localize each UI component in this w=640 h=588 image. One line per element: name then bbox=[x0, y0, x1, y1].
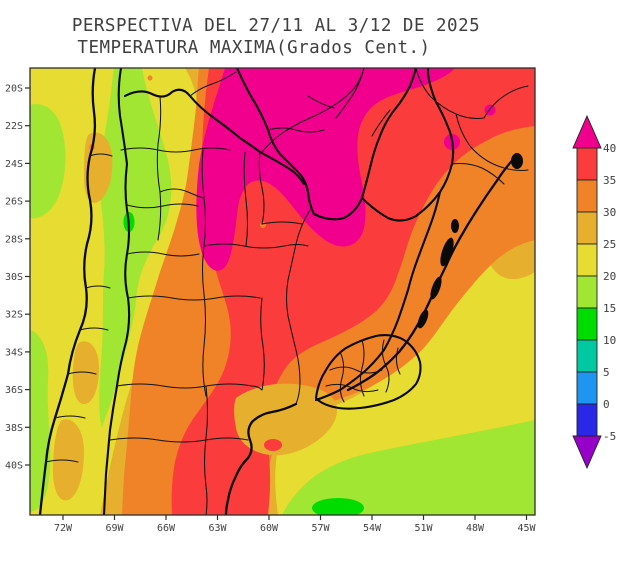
y-tick-label: 24S bbox=[5, 159, 23, 170]
y-tick-label: 36S bbox=[5, 385, 23, 396]
brazil-state-lines bbox=[335, 68, 529, 185]
x-tick-label: 69W bbox=[105, 523, 124, 534]
colorbar-label: 20 bbox=[603, 270, 616, 283]
map-title-line2: TEMPERATURA MAXIMA(Grados Cent.) bbox=[77, 38, 430, 58]
colorbar-seg-10-15 bbox=[576, 307, 598, 341]
x-tick-label: 60W bbox=[260, 523, 279, 534]
border-paraguay-east bbox=[312, 68, 418, 221]
y-tick-label: 28S bbox=[5, 234, 23, 245]
temperature-colorbar: 40 35 30 25 20 15 10 5 0 -5 bbox=[572, 114, 616, 470]
colorbar-arrow-bottom bbox=[572, 435, 602, 470]
colorbar-seg-0-5 bbox=[576, 371, 598, 405]
colorbar-label: 0 bbox=[603, 398, 610, 411]
x-tick-label: 48W bbox=[466, 523, 485, 534]
colorbar-seg-20-25 bbox=[576, 243, 598, 277]
colorbar-label: -5 bbox=[603, 430, 616, 443]
y-tick-label: 34S bbox=[5, 347, 23, 358]
region-15-20c-andes-band bbox=[99, 68, 172, 428]
colorbar-seg-15-20 bbox=[576, 275, 598, 309]
colorbar-label: 25 bbox=[603, 238, 616, 251]
colorbar-labels: 40 35 30 25 20 15 10 5 0 -5 bbox=[603, 142, 616, 443]
colorbar-seg-5-10 bbox=[576, 339, 598, 373]
y-tick-label: 32S bbox=[5, 310, 23, 321]
region-35-40c-spot-ba bbox=[264, 439, 282, 451]
border-uruguay-river bbox=[314, 190, 442, 402]
temperature-shading-layers bbox=[30, 68, 535, 515]
x-tick-label: 72W bbox=[54, 523, 73, 534]
bolivia-interior-lines bbox=[189, 68, 365, 153]
argentina-province-lines bbox=[109, 95, 309, 515]
y-tick-label: 30S bbox=[5, 272, 23, 283]
colorbar-label: 35 bbox=[603, 174, 616, 187]
region-25-30c-buenos-aires bbox=[234, 383, 338, 456]
region-10-15c-spot-atlantic bbox=[312, 498, 364, 515]
colorbar-seg-neg5-0 bbox=[576, 403, 598, 437]
x-tick-label: 57W bbox=[311, 523, 330, 534]
region-15-20c-atlantic bbox=[282, 420, 535, 515]
border-uruguay-outline bbox=[314, 334, 422, 410]
border-argentina-bolivia bbox=[123, 88, 306, 186]
chile-region-lines bbox=[45, 153, 113, 463]
y-tick-label: 40S bbox=[5, 461, 23, 472]
colorbar-seg-25-30 bbox=[576, 211, 598, 245]
colorbar-label: 5 bbox=[603, 366, 610, 379]
coastal-lagoons bbox=[417, 153, 523, 329]
region-30-35c-dot-nw bbox=[147, 75, 153, 81]
x-tick-label: 51W bbox=[414, 523, 433, 534]
atlantic-coast-argentina bbox=[224, 402, 298, 515]
map-title-line1: PERSPECTIVA DEL 27/11 AL 3/12 DE 2025 bbox=[72, 16, 480, 36]
y-tick-label: 20S bbox=[5, 84, 23, 95]
colorbar-label: 10 bbox=[603, 334, 616, 347]
x-tick-label: 66W bbox=[157, 523, 176, 534]
region-over-40c-main bbox=[196, 68, 455, 271]
colorbar-seg-35-40 bbox=[576, 147, 598, 181]
colorbar-label: 15 bbox=[603, 302, 616, 315]
colorbar-label: 30 bbox=[603, 206, 616, 219]
x-tick-label: 63W bbox=[208, 523, 227, 534]
y-tick-label: 22S bbox=[5, 121, 23, 132]
y-tick-label: 26S bbox=[5, 197, 23, 208]
border-lines bbox=[38, 68, 529, 515]
y-axis: 20S 22S 24S 26S 28S 30S 32S 34S 36S 38S … bbox=[5, 84, 30, 472]
y-tick-label: 38S bbox=[5, 423, 23, 434]
x-tick-label: 54W bbox=[363, 523, 382, 534]
region-15-20c-west-patch-north bbox=[30, 104, 66, 219]
colorbar-label: 40 bbox=[603, 142, 616, 155]
map-frame bbox=[29, 67, 536, 516]
colorbar-seg-30-35 bbox=[576, 179, 598, 213]
x-tick-label: 45W bbox=[517, 523, 536, 534]
colorbar-arrow-top bbox=[572, 114, 602, 149]
border-paraguay-west bbox=[235, 68, 316, 216]
x-axis: 72W 69W 66W 63W 60W 57W 54W 51W 48W 45W bbox=[54, 515, 537, 534]
